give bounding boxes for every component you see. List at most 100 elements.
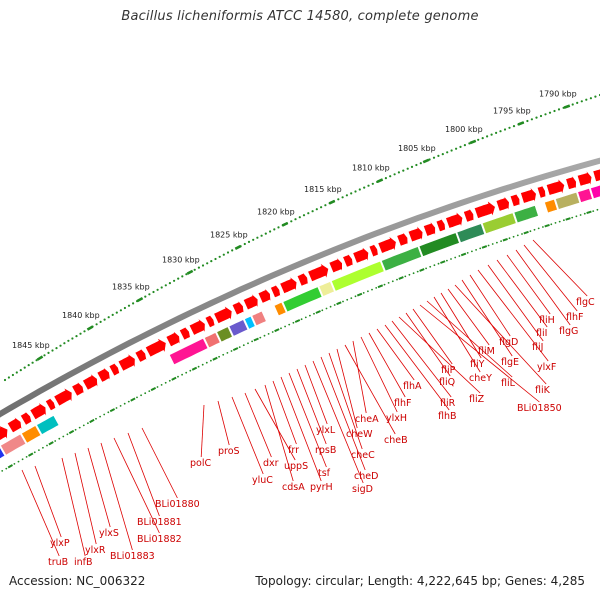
inner-scale-dot: [222, 353, 225, 356]
kbp-label: 1825 kbp: [210, 231, 248, 240]
kbp-label: 1810 kbp: [352, 164, 390, 173]
kbp-major-ticks: [36, 104, 571, 361]
inner-scale-dot: [350, 297, 353, 299]
forward-gene-arrow: [179, 324, 192, 341]
gene-label-fliK: fliK: [535, 385, 551, 396]
inner-scale-dot: [416, 270, 419, 273]
gene-label-yluC: yluC: [252, 475, 273, 486]
gene-label-fliR: fliR: [440, 398, 456, 409]
forward-gene-arrow: [407, 225, 424, 243]
inner-scale-dot: [210, 359, 212, 362]
label-leader-line: [288, 372, 327, 468]
reverse-gene-block: [0, 433, 27, 456]
inner-scale-dot: [412, 272, 415, 275]
gene-label-ylxH: ylxH: [386, 413, 407, 424]
kbp-tick: [563, 104, 571, 109]
scale-dot: [410, 165, 414, 168]
label-leader-line: [532, 239, 588, 297]
forward-gene-arrow: [0, 425, 9, 441]
scale-dot: [594, 95, 597, 98]
gene-label-fliQ: fliQ: [439, 377, 455, 388]
gene-label-fliP: fliP: [441, 365, 456, 376]
reverse-gene-block: [555, 191, 581, 210]
inner-scale-dot: [95, 417, 97, 420]
scale-dot: [59, 344, 62, 347]
kbp-tick: [234, 244, 242, 250]
inner-scale-dot: [168, 379, 171, 382]
kbp-tick: [136, 296, 144, 303]
scale-dot: [320, 206, 323, 209]
reverse-gene-block: [216, 326, 233, 343]
forward-gene-arrow: [296, 270, 309, 287]
reverse-gene-block: [21, 425, 42, 444]
label-leader-line: [320, 356, 366, 471]
inner-scale-dot: [148, 390, 151, 392]
gene-label-flgE: flgE: [501, 357, 519, 368]
scale-dot: [132, 302, 135, 305]
inner-scale-tick: [7, 464, 14, 469]
label-leader-line: [141, 427, 178, 499]
inner-scale-dot: [74, 428, 77, 431]
gene-label-flhF: flhF: [566, 312, 583, 323]
scale-dot: [307, 212, 310, 215]
inner-scale-dot: [46, 444, 48, 447]
inner-scale-tick: [315, 310, 321, 314]
gene-label-BLi01850: BLi01850: [517, 403, 562, 414]
inner-scale-dot: [433, 264, 436, 267]
scale-dot: [277, 226, 280, 229]
inner-scale-dot: [78, 426, 81, 429]
inner-scale-dot: [189, 369, 192, 372]
forward-gene-arrow: [576, 170, 593, 187]
scale-dot: [477, 138, 480, 141]
inner-scale-dot: [123, 402, 126, 405]
forward-gene-arrow: [204, 312, 216, 329]
gene-label-frr: frr: [288, 445, 299, 456]
inner-scale-dot: [33, 451, 36, 454]
scale-dot: [75, 335, 78, 338]
forward-gene-arrow: [242, 293, 259, 311]
inner-scale-dot: [446, 259, 448, 262]
genome-backbone: [0, 157, 600, 418]
scale-dot: [302, 214, 306, 217]
genome-summary-text: Topology: circular; Length: 4,222,645 bp…: [255, 574, 585, 588]
forward-gene-arrow: [520, 186, 537, 204]
inner-scale-dot: [259, 336, 262, 339]
outer-kbp-scale: [3, 93, 600, 382]
gene-label-flgC: flgC: [576, 297, 595, 308]
scale-dot: [526, 119, 529, 123]
scale-dot: [79, 332, 82, 335]
reverse-strand-genes: [0, 184, 600, 459]
inner-scale-dot: [533, 228, 536, 231]
scale-dot: [181, 275, 184, 278]
kbp-label: 1805 kbp: [398, 144, 436, 153]
scale-dot: [173, 279, 176, 282]
inner-scale-tick: [419, 268, 425, 272]
scale-dot: [406, 167, 409, 170]
label-leader-line: [21, 469, 60, 557]
gene-label-cheB: cheB: [384, 435, 408, 446]
scale-dot: [31, 361, 34, 364]
scale-dot: [315, 208, 318, 211]
gene-label-BLi01883: BLi01883: [110, 551, 155, 562]
scale-dot: [459, 145, 462, 148]
inner-scale-dot: [375, 287, 378, 289]
inner-scale-tick: [253, 337, 259, 342]
forward-gene-arrow: [463, 206, 475, 223]
inner-scale-dot: [542, 226, 544, 228]
scale-dot: [19, 369, 22, 372]
forward-gene-arrow: [144, 337, 167, 358]
forward-strand-genes: [0, 166, 600, 441]
scale-dot: [115, 311, 118, 314]
scale-dot: [402, 169, 405, 172]
label-leader-line: [127, 432, 160, 517]
scale-dot: [123, 306, 126, 310]
forward-gene-arrow: [279, 276, 298, 294]
forward-gene-arrow: [29, 401, 47, 421]
gene-label-fliZ: fliZ: [469, 394, 485, 405]
inner-scale-dot: [342, 300, 344, 303]
inner-scale-dot: [267, 333, 270, 335]
scale-dot: [389, 175, 392, 178]
scale-dot: [539, 114, 543, 118]
inner-scale-dot: [103, 413, 106, 416]
scale-dot: [35, 359, 38, 362]
